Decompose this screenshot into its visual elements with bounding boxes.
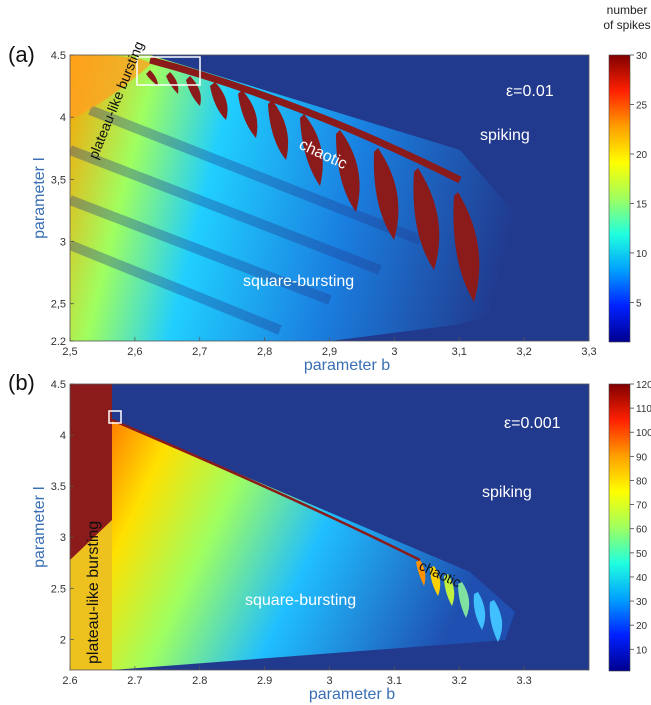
panel-b-label: (b) [8, 370, 35, 395]
panel-a-y-tick-label: 4 [60, 112, 66, 124]
panel-a-spiking-label: spiking [480, 127, 530, 144]
panel-b-colorbar-tick-label: 80 [636, 476, 648, 487]
panel-b-x-tick-label: 2.8 [192, 675, 207, 687]
panel-b-x-tick-label: 2.9 [257, 675, 272, 687]
panel-b-colorbar-tick-label: 60 [636, 525, 648, 536]
panel-a-colorbar-title-1: number [607, 3, 648, 17]
panel-a-colorbar-tick-label: 20 [636, 150, 648, 161]
panel-b-y-tick-label: 4 [60, 430, 66, 442]
panel-a-x-tick-label: 3,1 [452, 346, 467, 358]
panel-b-colorbar-tick-label: 30 [636, 597, 648, 608]
panel-a-y-tick-label: 2.2 [51, 336, 66, 348]
panel-a-y-tick-label: 4.5 [51, 50, 66, 62]
panel-b-x-tick-label: 3.1 [387, 675, 402, 687]
panel-a-bands [70, 105, 422, 335]
panel-a-x-tick-label: 2,6 [127, 346, 142, 358]
panel-b-x-ticks: 2.6 2.7 2.8 2.9 3 3.1 3.2 3.3 [62, 666, 532, 687]
panel-b-colorbar-tick-label: 50 [636, 549, 648, 560]
panel-a-x-tick-label: 3,2 [516, 346, 531, 358]
panel-b-colorbar-tick-label: 70 [636, 501, 648, 512]
panel-b-y-tick-label: 3 [60, 532, 66, 544]
panel-a-y-tick-label: 3,5 [51, 174, 66, 186]
panel-b-x-tick-label: 3.2 [452, 675, 467, 687]
panel-b-heatmap [70, 384, 589, 670]
panel-a-colorbar [608, 54, 631, 343]
panel-b-bursting-region [112, 420, 515, 670]
panel-a-x-tick-label: 3,3 [581, 346, 596, 358]
panel-a-plateau-region [70, 55, 150, 120]
panel-b-chaotic-crescents [111, 418, 503, 642]
panel-b-y-tick-label: 2.5 [51, 583, 66, 595]
panel-a-colorbar-tick-label: 15 [636, 199, 648, 210]
panel-a-y-ticks: 2.2 2,5 3 3,5 4 4.5 [51, 50, 74, 348]
panel-b-y-ticks: 2 2.5 3 3.5 4 4.5 [51, 379, 74, 646]
panel-b-zoom-box [108, 410, 122, 424]
panel-b-epsilon: ε=0.001 [504, 415, 561, 432]
panel-a-colorbar-tick-label: 5 [636, 298, 642, 309]
panel-a-epsilon: ε=0.01 [506, 83, 554, 100]
panel-b-colorbar-tick-label: 20 [636, 621, 648, 632]
panel-a-chaotic-crescents [146, 56, 480, 302]
panel-b-colorbar-ticks: 10 20 30 40 50 60 70 80 90 100 110 120 [630, 380, 651, 656]
panel-a-bursting-region [70, 55, 545, 341]
panel-a-x-ticks: 2,5 2,6 2,7 2,8 2,9 3 3,1 3,2 3,3 [62, 337, 597, 358]
panel-a-colorbar-title-2: of spikes [603, 18, 650, 32]
panel-a-colorbar-ticks: 5 10 15 20 25 30 [630, 51, 648, 309]
panel-b-colorbar-tick-label: 40 [636, 573, 648, 584]
panel-a-zoom-box [136, 56, 201, 86]
panel-b-plateau-label: plateau-like bursting [85, 521, 102, 664]
panel-b-colorbar-tick-label: 120 [636, 380, 651, 391]
panel-b-x-tick-label: 3.3 [516, 675, 531, 687]
panel-a-y-tick-label: 2,5 [51, 299, 66, 311]
panel-a-colorbar-tick-label: 30 [636, 51, 648, 62]
panel-b: (b) ε=0.001 spiking square-bursting chao… [8, 370, 651, 703]
panel-a-x-tick-label: 3 [391, 346, 397, 358]
panel-b-colorbar-tick-label: 110 [636, 404, 651, 415]
panel-a-colorbar-tick-label: 10 [636, 249, 648, 260]
panel-b-x-tick-label: 3 [326, 675, 332, 687]
panel-b-colorbar-tick-label: 100 [636, 428, 651, 439]
panel-b-y-tick-label: 4.5 [51, 379, 66, 391]
panel-b-y-axis-label: parameter I [31, 486, 48, 568]
panel-a-x-tick-label: 2,8 [257, 346, 272, 358]
panel-b-x-axis-label: parameter b [309, 686, 395, 703]
panel-a-x-tick-label: 2,9 [322, 346, 337, 358]
panel-b-x-tick-label: 2.7 [127, 675, 142, 687]
panel-a-x-tick-label: 2,7 [192, 346, 207, 358]
panel-a-y-axis-label: parameter I [31, 157, 48, 239]
panel-b-spiking-label: spiking [482, 484, 532, 501]
panel-a-heatmap [70, 55, 589, 341]
panel-a-y-tick-label: 3 [60, 237, 66, 249]
panel-b-x-tick-label: 2.6 [62, 675, 77, 687]
panel-b-square-label: square-bursting [245, 592, 356, 609]
panel-a: (a) [8, 3, 651, 374]
panel-b-colorbar-tick-label: 90 [636, 452, 648, 463]
panel-a-square-label: square-bursting [243, 273, 354, 290]
panel-a-colorbar-tick-label: 25 [636, 100, 648, 111]
panel-b-colorbar-tick-label: 10 [636, 645, 648, 656]
panel-b-plateau-low [70, 520, 112, 670]
panel-a-x-axis-label: parameter b [304, 357, 390, 374]
panel-b-y-tick-label: 2 [60, 634, 66, 646]
panel-b-colorbar [608, 383, 631, 672]
panel-b-y-tick-label: 3.5 [51, 481, 66, 493]
panel-a-label: (a) [8, 42, 35, 67]
panel-a-x-tick-label: 2,5 [62, 346, 77, 358]
